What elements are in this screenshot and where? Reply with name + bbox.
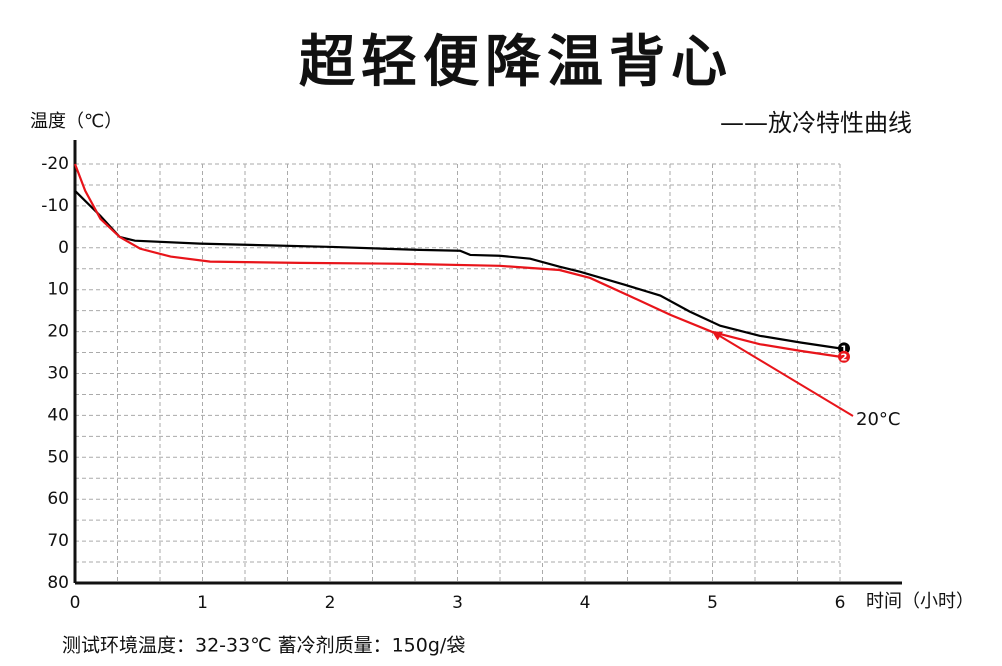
x-tick-label: 0 bbox=[70, 593, 81, 613]
y-tick-label: 40 bbox=[47, 405, 69, 425]
chart-title: 超轻便降温背心 bbox=[299, 30, 733, 95]
y-tick-label: -10 bbox=[41, 196, 69, 216]
y-tick-label: 20 bbox=[47, 322, 69, 342]
chart-subtitle: ——放冷特性曲线 bbox=[720, 109, 912, 137]
annotation-text: 20°C bbox=[856, 409, 900, 430]
footer: 测试环境温度：32-33℃ 蓄冷剂质量：150g/袋 bbox=[62, 635, 465, 657]
series-line bbox=[74, 190, 841, 350]
y-tick-label: 30 bbox=[47, 364, 69, 384]
legend-label: 1 bbox=[841, 344, 848, 355]
x-tick-label: 2 bbox=[325, 593, 336, 613]
x-tick-label: 4 bbox=[580, 593, 591, 613]
y-tick-label: 0 bbox=[58, 238, 69, 258]
y-tick-label: 80 bbox=[47, 573, 69, 593]
y-tick-label: 50 bbox=[47, 447, 69, 467]
y-tick-label: 70 bbox=[47, 531, 69, 551]
y-tick-label: 10 bbox=[47, 280, 69, 300]
annotation-arrow bbox=[711, 330, 854, 417]
y-tick-label: -20 bbox=[41, 154, 69, 174]
legend-label: 2 bbox=[841, 353, 848, 364]
x-tick-label: 3 bbox=[452, 593, 463, 613]
x-axis-label: 时间（小时） bbox=[866, 591, 974, 612]
x-tick-label: 1 bbox=[197, 593, 208, 613]
end-marker bbox=[838, 350, 850, 363]
x-tick-label: 5 bbox=[707, 593, 718, 613]
x-tick-label: 6 bbox=[835, 593, 846, 613]
y-tick-label: 60 bbox=[47, 489, 69, 509]
y-axis-label: 温度（℃） bbox=[30, 111, 122, 132]
end-marker bbox=[838, 342, 850, 355]
